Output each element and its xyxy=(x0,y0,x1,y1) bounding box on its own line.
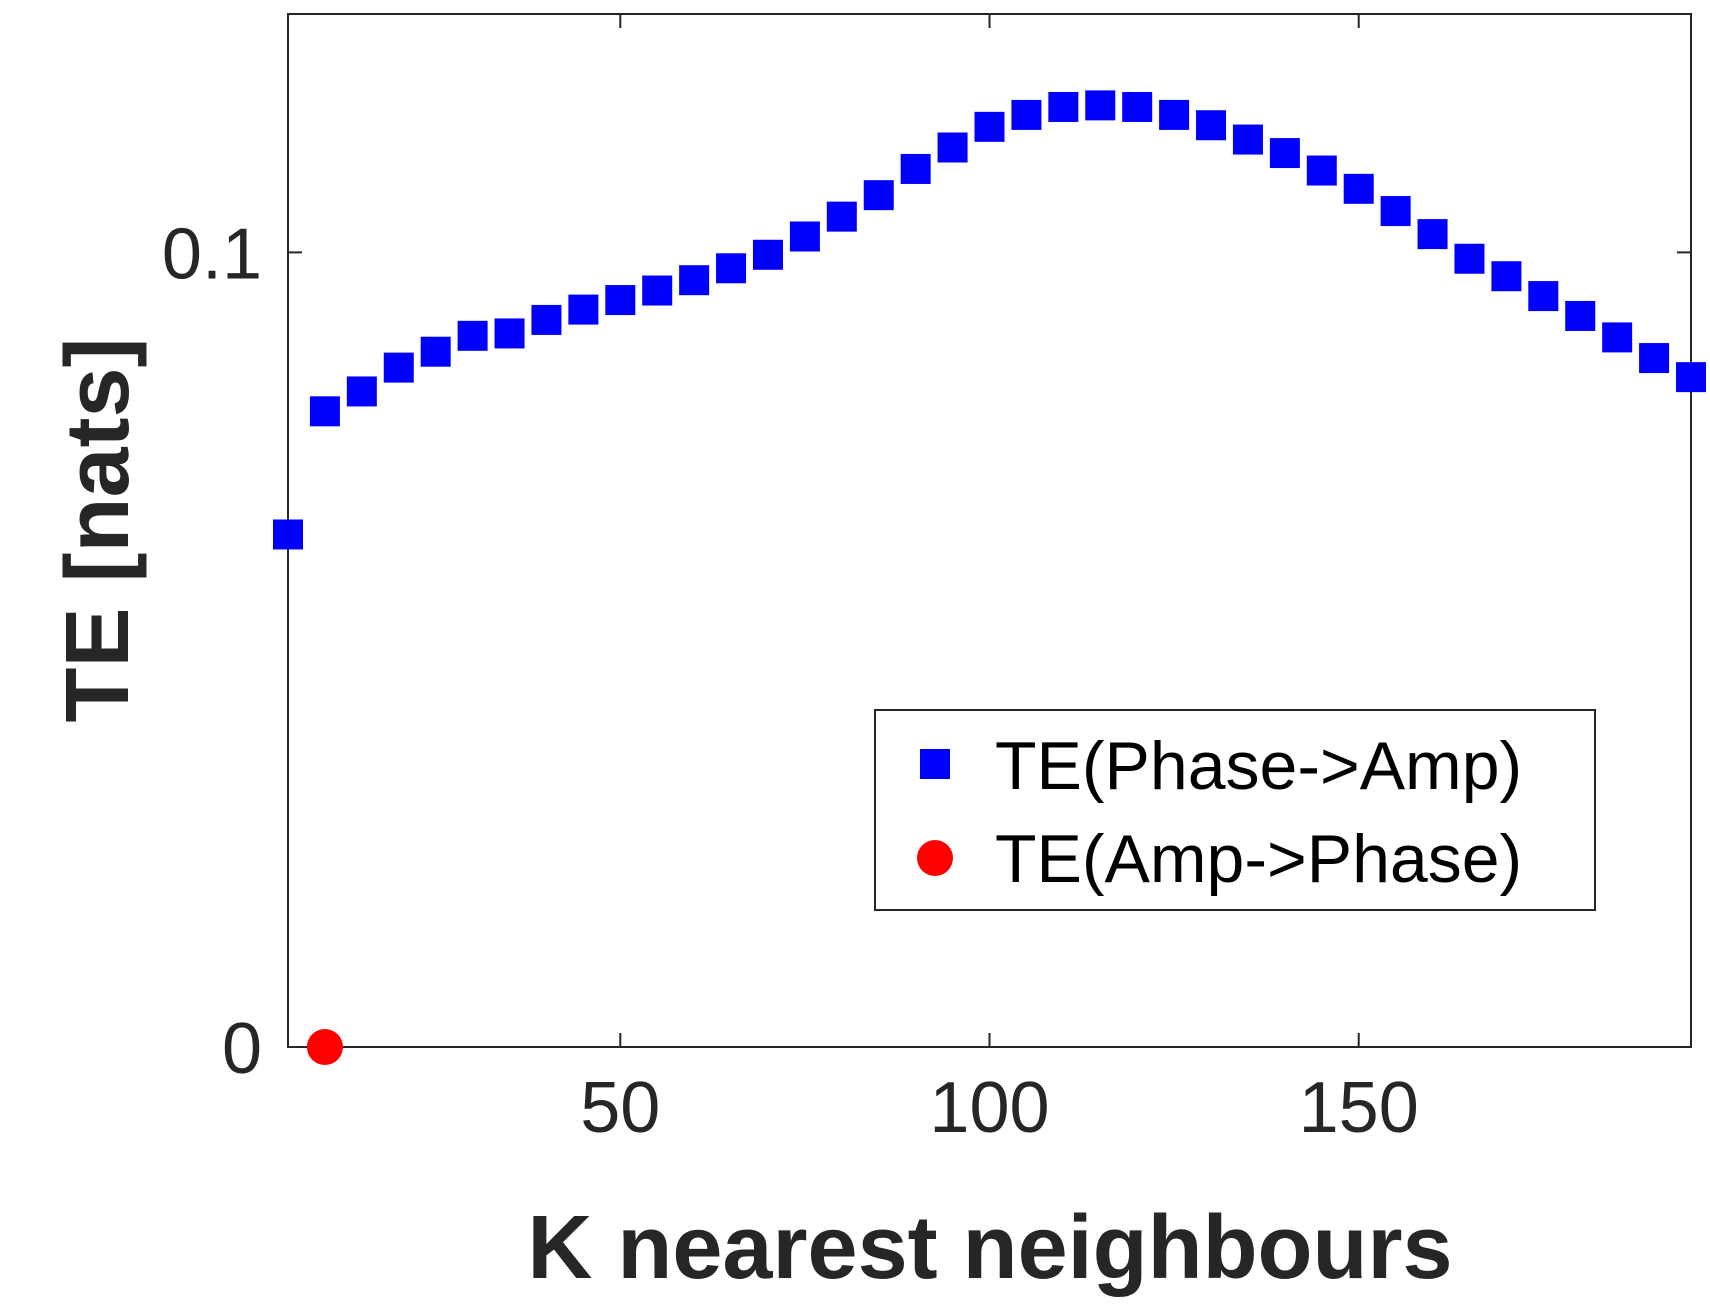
data-point-phase-amp xyxy=(1380,196,1411,227)
data-point-phase-amp xyxy=(346,376,377,407)
data-point-phase-amp xyxy=(1196,110,1227,141)
data-point-phase-amp xyxy=(1417,219,1448,250)
x-axis-title: K nearest neighbours xyxy=(527,1198,1452,1298)
legend-label-amp-phase: TE(Amp->Phase) xyxy=(995,821,1522,897)
data-point-phase-amp xyxy=(863,180,894,211)
data-point-phase-amp xyxy=(937,132,968,163)
data-point-phase-amp xyxy=(1269,138,1300,169)
legend-box xyxy=(874,709,1596,911)
data-point-phase-amp xyxy=(1122,91,1153,122)
data-markers xyxy=(273,90,1706,1065)
x-tick-label: 50 xyxy=(580,1068,660,1148)
data-point-phase-amp xyxy=(716,253,747,284)
data-point-phase-amp xyxy=(679,265,710,296)
data-point-phase-amp xyxy=(1639,343,1670,374)
data-point-phase-amp xyxy=(309,396,340,427)
data-point-phase-amp xyxy=(1491,261,1522,292)
data-point-phase-amp xyxy=(1602,322,1633,353)
data-point-phase-amp xyxy=(789,221,820,252)
data-point-phase-amp xyxy=(642,275,673,306)
legend: TE(Phase->Amp) TE(Amp->Phase) xyxy=(874,709,1596,911)
data-point-phase-amp xyxy=(974,111,1005,142)
data-point-phase-amp xyxy=(1306,155,1337,186)
legend-label-phase-amp: TE(Phase->Amp) xyxy=(995,728,1522,804)
data-point-phase-amp xyxy=(1343,173,1374,204)
y-tick-label: 0 xyxy=(222,1009,262,1089)
data-point-phase-amp xyxy=(568,294,599,325)
x-tick-label: 100 xyxy=(929,1068,1049,1148)
data-point-phase-amp xyxy=(494,318,525,349)
data-point-phase-amp xyxy=(1528,281,1559,312)
data-point-phase-amp xyxy=(1159,99,1190,130)
data-point-phase-amp xyxy=(752,239,783,270)
legend-marker-phase-amp xyxy=(920,749,950,779)
data-point-phase-amp xyxy=(531,304,562,335)
data-point-phase-amp xyxy=(273,519,303,550)
data-point-phase-amp xyxy=(383,352,414,383)
legend-marker-amp-phase xyxy=(917,840,953,876)
data-point-phase-amp xyxy=(1232,124,1263,155)
data-point-phase-amp xyxy=(457,320,488,351)
y-axis-ticks: 00.1 xyxy=(162,214,1691,1089)
y-axis-title: TE [nats] xyxy=(48,337,148,722)
x-tick-label: 150 xyxy=(1299,1068,1419,1148)
data-point-phase-amp xyxy=(1454,243,1485,274)
data-point-phase-amp xyxy=(1676,362,1706,393)
data-point-phase-amp xyxy=(826,201,857,232)
x-axis-ticks: 50 100 150 xyxy=(580,14,1419,1148)
data-point-phase-amp xyxy=(1565,300,1596,331)
data-point-phase-amp xyxy=(605,285,636,316)
data-point-phase-amp xyxy=(1085,90,1116,121)
y-tick-label: 0.1 xyxy=(162,214,262,294)
data-point-phase-amp xyxy=(900,153,931,184)
data-point-amp-phase xyxy=(306,1029,343,1065)
data-point-phase-amp xyxy=(1011,99,1042,130)
data-point-phase-amp xyxy=(420,336,451,367)
data-point-phase-amp xyxy=(1048,91,1079,122)
